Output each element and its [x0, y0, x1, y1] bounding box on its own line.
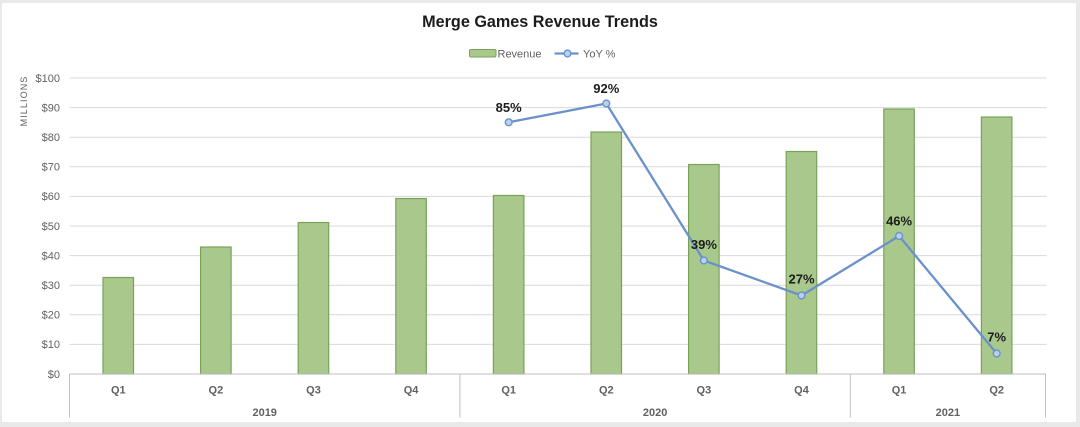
- svg-text:Q1: Q1: [501, 385, 516, 397]
- svg-text:$90: $90: [42, 102, 60, 114]
- svg-text:$20: $20: [42, 310, 60, 322]
- svg-text:$80: $80: [42, 132, 60, 144]
- svg-text:Q1: Q1: [892, 385, 907, 397]
- svg-text:MILLIONS: MILLIONS: [19, 76, 29, 127]
- svg-text:Q3: Q3: [306, 385, 321, 397]
- svg-text:39%: 39%: [691, 237, 717, 252]
- svg-text:Q4: Q4: [404, 385, 420, 397]
- svg-text:2020: 2020: [643, 407, 667, 419]
- svg-text:Merge Games Revenue Trends: Merge Games Revenue Trends: [422, 13, 658, 31]
- svg-text:Q3: Q3: [697, 385, 712, 397]
- svg-text:92%: 92%: [593, 81, 619, 96]
- svg-text:7%: 7%: [987, 330, 1006, 345]
- svg-text:YoY %: YoY %: [583, 49, 616, 61]
- svg-text:Q4: Q4: [794, 385, 810, 397]
- svg-text:2021: 2021: [936, 407, 960, 419]
- svg-text:Revenue: Revenue: [498, 49, 542, 61]
- svg-text:2019: 2019: [252, 407, 276, 419]
- svg-text:Q2: Q2: [599, 385, 614, 397]
- svg-text:$10: $10: [42, 339, 60, 351]
- svg-text:27%: 27%: [788, 272, 814, 287]
- svg-text:46%: 46%: [886, 214, 912, 229]
- svg-text:Q2: Q2: [989, 385, 1004, 397]
- svg-text:Q1: Q1: [111, 385, 126, 397]
- svg-text:Q2: Q2: [209, 385, 224, 397]
- svg-text:$70: $70: [42, 162, 60, 174]
- svg-text:$0: $0: [48, 369, 60, 381]
- svg-text:$100: $100: [36, 73, 60, 85]
- svg-text:$40: $40: [42, 250, 60, 262]
- svg-text:$60: $60: [42, 191, 60, 203]
- svg-text:$30: $30: [42, 280, 60, 292]
- svg-text:85%: 85%: [496, 100, 522, 115]
- svg-text:$50: $50: [42, 221, 60, 233]
